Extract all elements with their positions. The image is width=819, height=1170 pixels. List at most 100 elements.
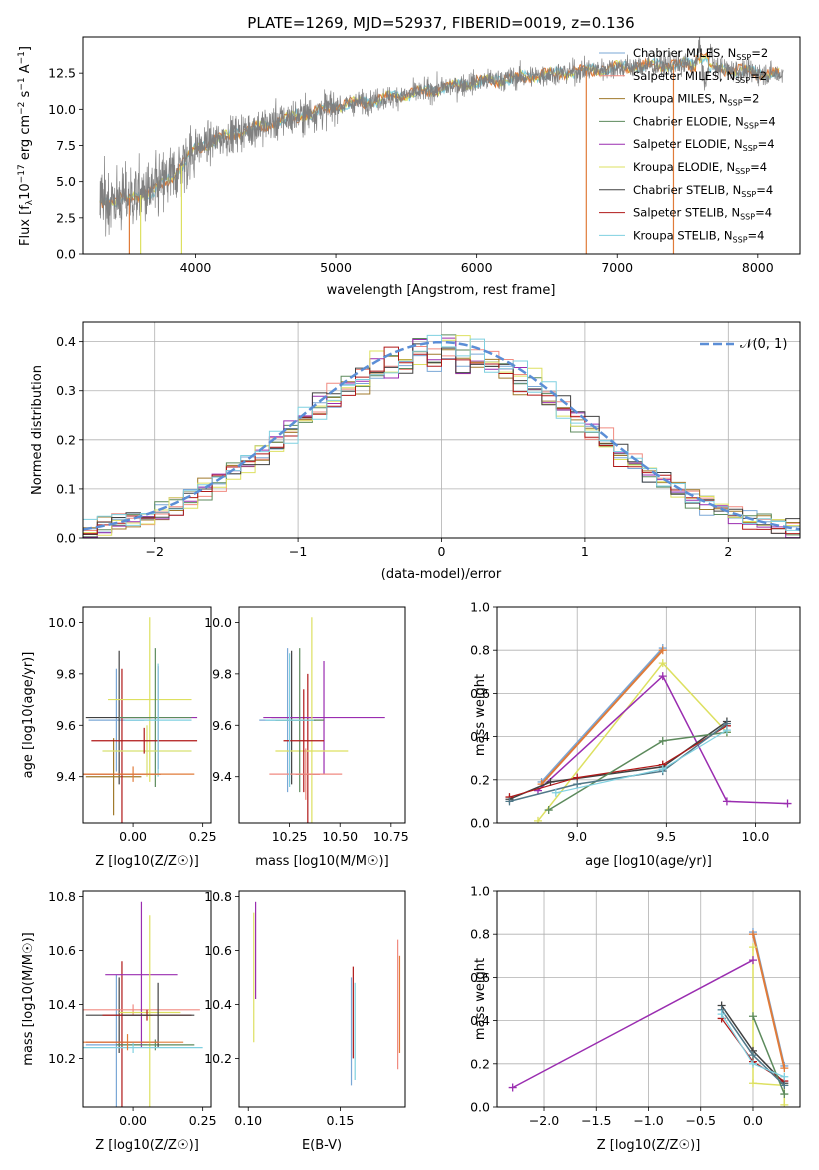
x-tick-label: 0	[438, 544, 446, 559]
axes-frame	[496, 606, 801, 824]
x-tick-label: 1	[581, 544, 589, 559]
x-tick-label: 10.75	[373, 829, 409, 844]
weight-marker	[780, 1100, 789, 1107]
weight-marker	[748, 1012, 757, 1021]
figure-title: PLATE=1269, MJD=52937, FIBERID=0019, z=0…	[247, 14, 634, 32]
x-axis-label: Z [log10(Z/Z☉)]	[95, 1138, 199, 1153]
weight-marker	[573, 780, 582, 789]
x-tick-label: −1.5	[581, 1113, 611, 1128]
y-tick-label: 10.0	[204, 615, 232, 630]
weight-marker	[748, 930, 757, 939]
weight-marker	[658, 672, 667, 681]
y-tick-label: 2.5	[56, 210, 76, 225]
y-tick-label: 9.8	[56, 666, 76, 681]
weight-marker	[780, 1081, 789, 1090]
y-tick-label: 10.8	[204, 889, 232, 904]
y-tick-label: 0.0	[56, 531, 76, 546]
weight-marker	[783, 799, 792, 808]
legend-entry: Chabrier STELIB, NSSP=4	[633, 183, 773, 199]
weight-marker	[658, 646, 667, 655]
gaussian-curve	[83, 340, 800, 531]
x-tick-label: −0.5	[686, 1113, 716, 1128]
weight-series-line	[540, 647, 664, 783]
weight-marker	[551, 788, 560, 797]
y-tick-label: 10.0	[48, 102, 76, 117]
weight-marker	[722, 797, 731, 806]
y-tick-label: 0.6	[470, 970, 490, 985]
y-tick-label: 9.4	[56, 769, 76, 784]
x-tick-label: 10.0	[742, 829, 770, 844]
x-axis-label: age [log10(age/yr)]	[585, 854, 712, 869]
chart-spectrum: 4000 5000 6000 7000 8000 0.0 2.5 5.0 7.5 10.0 12.5…	[17, 36, 801, 298]
x-tick-label: 0.10	[234, 1113, 262, 1128]
weight-marker	[748, 956, 757, 965]
weight-marker	[658, 765, 667, 773]
weight-series-line	[540, 649, 664, 785]
x-axis-label: (data-model)/error	[381, 567, 502, 582]
weight-marker	[748, 1059, 757, 1068]
weight-marker	[748, 1079, 757, 1088]
plot-area	[497, 607, 800, 823]
y-tick-label: 9.6	[56, 718, 76, 733]
y-tick-label: 5.0	[56, 174, 76, 189]
chart-weight_vs_age: 9.0 9.5 10.0 0.0 0.2 0.4 0.6 0.8 1.0 age [log10(a…	[470, 600, 801, 869]
y-tick-label: 10.8	[48, 889, 76, 904]
weight-marker	[780, 1090, 789, 1099]
y-tick-label: 10.0	[48, 615, 76, 630]
y-tick-label: 0.2	[470, 1056, 490, 1071]
x-tick-label: 7000	[601, 260, 633, 275]
y-tick-label: 9.4	[212, 769, 232, 784]
x-tick-label: −1.0	[633, 1113, 663, 1128]
y-tick-label: 0.0	[56, 247, 76, 262]
legend-entry: 𝒩(0, 1)	[740, 337, 787, 352]
legend-entry: Kroupa STELIB, NSSP=4	[633, 228, 764, 244]
y-tick-label: 0.8	[470, 643, 490, 658]
x-tick-label: 6000	[461, 260, 493, 275]
y-tick-label: 0.8	[470, 927, 490, 942]
plot-area	[253, 901, 401, 1086]
y-tick-label: 0.4	[470, 729, 490, 744]
legend-entry: Kroupa MILES, NSSP=2	[633, 92, 759, 108]
y-tick-label: 1.0	[470, 600, 490, 615]
x-tick-label: 8000	[742, 260, 774, 275]
y-tick-label: 10.4	[204, 997, 232, 1012]
y-tick-label: 0.1	[56, 481, 76, 496]
weight-marker	[780, 1072, 789, 1081]
x-tick-label: 0.25	[189, 1113, 217, 1128]
y-tick-label: 7.5	[56, 138, 76, 153]
axes-frame	[238, 890, 406, 1108]
x-tick-label: 0.25	[189, 829, 217, 844]
legend-entry: Salpeter ELODIE, NSSP=4	[633, 137, 775, 153]
weight-marker	[508, 1083, 517, 1092]
x-tick-label: 9.0	[567, 829, 587, 844]
plot-area	[259, 617, 385, 823]
chart-age_vs_Z: 0.00 0.25 9.4 9.6 9.8 10.0 Z [log10(Z/Z☉)] age …	[21, 606, 217, 869]
chart-weight_vs_Z: −2.0 −1.5 −1.0 −0.5 0.0 0.0 0.2 0.4 0.6 0.8 1.0 Z […	[470, 884, 801, 1153]
weight-series-line	[512, 959, 754, 1089]
plot-area	[83, 901, 203, 1107]
axes-frame	[238, 606, 406, 824]
charts-layer: 4000 5000 6000 7000 80000.02.55.07.510.012.5…	[17, 36, 801, 1153]
x-tick-label: 10.50	[322, 829, 358, 844]
x-axis-label: wavelength [Angstrom, rest frame]	[327, 283, 556, 298]
y-tick-label: 9.8	[212, 666, 232, 681]
residual-histogram-step	[83, 346, 800, 535]
plot-area	[83, 617, 198, 823]
y-tick-label: 10.4	[48, 997, 76, 1012]
weight-marker	[658, 736, 667, 745]
weight-series-line	[537, 674, 788, 805]
y-tick-label: 0.0	[470, 1100, 490, 1115]
weight-marker	[658, 659, 667, 668]
y-axis-label: mass [log10(M/M☉)]	[21, 932, 36, 1065]
y-axis-label: mass weight	[473, 958, 488, 1040]
x-tick-label: −2	[145, 544, 163, 559]
y-tick-label: 0.2	[470, 772, 490, 787]
y-tick-label: 0.2	[56, 432, 76, 447]
y-axis-label: Flux [fλ10−17 erg cm−2 s−1 A−1]	[17, 46, 35, 246]
y-tick-label: 10.2	[48, 1051, 76, 1066]
axes-frame	[82, 606, 212, 824]
chart-age_vs_mass: 10.25 10.50 10.75 9.4 9.6 9.8 10.0 mass [log10(…	[204, 606, 409, 869]
weight-marker	[717, 1010, 726, 1019]
y-tick-label: 12.5	[48, 66, 76, 81]
plot-area	[83, 322, 800, 538]
